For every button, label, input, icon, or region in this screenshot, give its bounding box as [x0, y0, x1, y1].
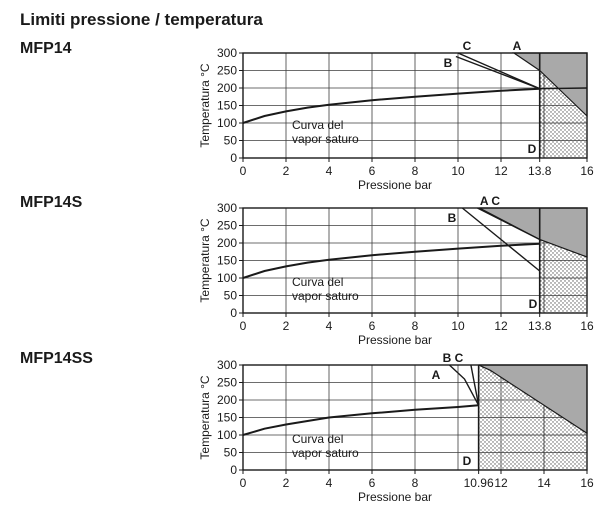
x-tick-label: 8	[412, 319, 419, 333]
page-title: Limiti pressione / temperatura	[20, 10, 263, 29]
series-line-c	[470, 364, 480, 406]
x-tick-label: 2	[283, 476, 290, 490]
curve-letter: C	[463, 39, 472, 53]
y-tick-label: 250	[217, 219, 237, 233]
y-tick-label: 100	[217, 428, 237, 442]
y-tick-label: 50	[224, 446, 238, 460]
y-tick-label: 200	[217, 236, 237, 250]
x-tick-label: 0	[240, 164, 247, 178]
y-tick-label: 200	[217, 81, 237, 95]
x-tick-label: 14	[537, 476, 551, 490]
x-tick-label: 13.8	[528, 319, 552, 333]
x-tick-label: 4	[326, 476, 333, 490]
chart-mfp14s: 0 50 100 150 200 250 300 0 2 4 6 8 10 12 13.8 16 Pressio…	[198, 194, 594, 347]
y-tick-label: 0	[230, 306, 237, 320]
curve-letter: A	[432, 368, 441, 382]
y-tick-label: 150	[217, 254, 237, 268]
chart-title-mfp14: MFP14	[20, 40, 72, 57]
y-tick-label: 50	[224, 134, 238, 148]
x-axis-label: Pressione bar	[358, 490, 432, 504]
y-axis-label: Temperatura °C	[198, 63, 212, 147]
y-tick-label: 100	[217, 116, 237, 130]
x-tick-label: 8	[412, 164, 419, 178]
series-line-b	[461, 207, 541, 272]
series-line-c	[457, 52, 540, 90]
y-axis-label: Temperatura °C	[198, 218, 212, 302]
series-line-c	[539, 87, 588, 90]
chart-title-mfp14ss: MFP14SS	[20, 350, 93, 367]
curve-letter: D	[528, 142, 537, 156]
curve-letter: D	[463, 454, 472, 468]
series-line-b	[448, 364, 480, 406]
x-tick-label: 12	[494, 319, 508, 333]
y-tick-label: 150	[217, 99, 237, 113]
y-tick-label: 150	[217, 411, 237, 425]
chart-title-mfp14s: MFP14S	[20, 194, 83, 211]
curve-letter: B	[444, 56, 453, 70]
curve-letter: A	[513, 39, 522, 53]
x-tick-label: 6	[369, 476, 376, 490]
curve-annotation: vapor saturo	[292, 132, 359, 146]
curve-letter: B	[448, 211, 457, 225]
y-axis-label: Temperatura °C	[198, 375, 212, 459]
x-tick-label: 10	[451, 319, 465, 333]
x-tick-label: 16	[580, 319, 594, 333]
y-tick-label: 200	[217, 393, 237, 407]
x-axis-label: Pressione bar	[358, 178, 432, 192]
curve-letter: A C	[480, 194, 501, 208]
x-tick-label: 8	[412, 476, 419, 490]
y-tick-label: 50	[224, 289, 238, 303]
curve-annotation: Curva del	[292, 432, 343, 446]
y-tick-label: 100	[217, 271, 237, 285]
x-tick-label: 16	[580, 164, 594, 178]
x-tick-label: 10.96	[464, 476, 494, 490]
x-tick-label: 12	[494, 476, 508, 490]
curve-annotation: Curva del	[292, 118, 343, 132]
y-tick-label: 300	[217, 358, 237, 372]
x-tick-label: 0	[240, 476, 247, 490]
x-tick-label: 12	[494, 164, 508, 178]
x-tick-label: 16	[580, 476, 594, 490]
curve-annotation: Curva del	[292, 275, 343, 289]
curve-annotation: vapor saturo	[292, 289, 359, 303]
y-tick-label: 300	[217, 201, 237, 215]
saturation-curve	[242, 87, 540, 124]
curve-annotation: vapor saturo	[292, 446, 359, 460]
saturation-curve	[242, 242, 540, 279]
x-tick-label: 6	[369, 164, 376, 178]
x-tick-label: 10	[451, 164, 465, 178]
series-line-a	[477, 207, 541, 241]
x-tick-label: 13.8	[528, 164, 552, 178]
y-tick-label: 250	[217, 64, 237, 78]
y-tick-label: 300	[217, 46, 237, 60]
y-tick-label: 0	[230, 463, 237, 477]
x-tick-label: 4	[326, 319, 333, 333]
x-tick-label: 4	[326, 164, 333, 178]
x-tick-label: 6	[369, 319, 376, 333]
y-tick-label: 250	[217, 376, 237, 390]
y-tick-label: 0	[230, 151, 237, 165]
x-axis-label: Pressione bar	[358, 333, 432, 347]
x-tick-label: 2	[283, 319, 290, 333]
shaded-region	[479, 207, 588, 258]
x-tick-label: 0	[240, 319, 247, 333]
chart-mfp14ss: 0 50 100 150 200 250 300 0 2 4 6 8 10.96 12 14 16 Pressi…	[198, 351, 594, 504]
saturation-curve	[242, 404, 479, 436]
x-tick-label: 2	[283, 164, 290, 178]
chart-mfp14: 0 50 100 150 200 250 300 0 2 4 6 8 10 12 13.8 16 Pressio…	[198, 39, 594, 192]
curve-letter: B C	[443, 351, 464, 365]
curve-letter: D	[529, 297, 538, 311]
